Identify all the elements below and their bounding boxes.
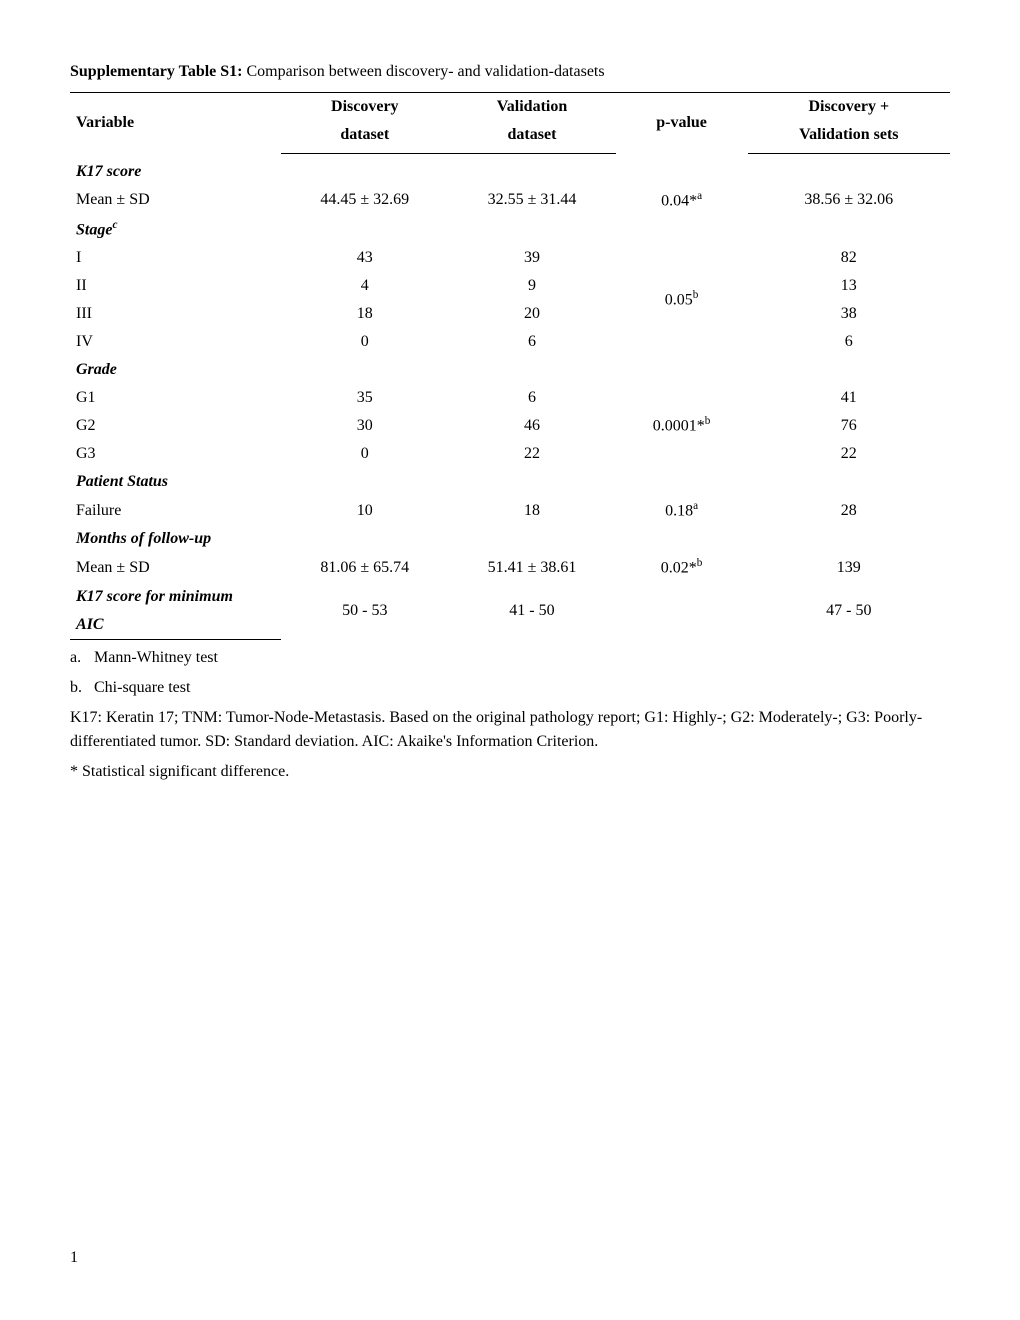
cell: 6	[748, 328, 950, 356]
table-row: III 18 20 38	[70, 300, 950, 328]
cell: 51.41 ± 38.61	[448, 553, 615, 582]
cell: 22	[448, 440, 615, 468]
cell: 10	[281, 496, 448, 525]
cell: 39	[448, 244, 615, 272]
footnote-a: a.Mann-Whitney test	[70, 646, 950, 670]
table-row: Grade	[70, 356, 950, 384]
table-row: II 4 9 13	[70, 272, 950, 300]
footnote-star: * Statistical significant difference.	[70, 760, 950, 784]
cell: 20	[448, 300, 615, 328]
table-row: Patient Status	[70, 468, 950, 496]
table-title: Supplementary Table S1: Comparison betwe…	[70, 60, 950, 84]
cell: 22	[748, 440, 950, 468]
title-bold: Supplementary Table S1:	[70, 63, 242, 80]
row-label: I	[70, 244, 281, 272]
cell: 28	[748, 496, 950, 525]
cell: 30	[281, 412, 448, 440]
cell: 0.05b	[616, 244, 748, 356]
cell: 38	[748, 300, 950, 328]
table-row: Mean ± SD 81.06 ± 65.74 51.41 ± 38.61 0.…	[70, 553, 950, 582]
cell: 0.0001*b	[616, 384, 748, 468]
cell: 0.04*a	[616, 186, 748, 215]
cell: 35	[281, 384, 448, 412]
section-aic-1: K17 score for minimum	[70, 583, 281, 611]
header-validation-1: Validation	[448, 93, 615, 122]
cell: 13	[748, 272, 950, 300]
cell: 0.02*b	[616, 553, 748, 582]
footnote-defs: K17: Keratin 17; TNM: Tumor-Node-Metasta…	[70, 706, 950, 754]
header-variable: Variable	[70, 93, 281, 154]
section-followup: Months of follow-up	[70, 525, 281, 553]
table-row: G1 35 6 0.0001*b 41	[70, 384, 950, 412]
table-row: IV 0 6 6	[70, 328, 950, 356]
table-row: G2 30 46 76	[70, 412, 950, 440]
cell: 50 - 53	[281, 583, 448, 640]
data-table: Variable Discovery Validation p-value Di…	[70, 92, 950, 640]
cell: 76	[748, 412, 950, 440]
section-stage: Stagec	[70, 215, 281, 244]
header-validation-2: dataset	[448, 121, 615, 154]
page-number: 1	[70, 1246, 78, 1270]
header-combined-1: Discovery +	[748, 93, 950, 122]
cell: 41 - 50	[448, 583, 615, 640]
row-label: G3	[70, 440, 281, 468]
table-row: K17 score for minimum 50 - 53 41 - 50 47…	[70, 583, 950, 611]
table-row: K17 score	[70, 154, 950, 186]
table-row: Mean ± SD 44.45 ± 32.69 32.55 ± 31.44 0.…	[70, 186, 950, 215]
row-label: Mean ± SD	[70, 553, 281, 582]
cell: 0	[281, 440, 448, 468]
table-row: Months of follow-up	[70, 525, 950, 553]
cell: 43	[281, 244, 448, 272]
title-rest: Comparison between discovery- and valida…	[242, 63, 604, 80]
cell: 0	[281, 328, 448, 356]
header-discovery-2: dataset	[281, 121, 448, 154]
footnotes: a.Mann-Whitney test b.Chi-square test K1…	[70, 646, 950, 784]
cell: 81.06 ± 65.74	[281, 553, 448, 582]
header-combined-2: Validation sets	[748, 121, 950, 154]
cell: 41	[748, 384, 950, 412]
row-label: Mean ± SD	[70, 186, 281, 215]
row-label: III	[70, 300, 281, 328]
row-label: Failure	[70, 496, 281, 525]
cell: 18	[448, 496, 615, 525]
cell: 47 - 50	[748, 583, 950, 640]
table-row: Stagec	[70, 215, 950, 244]
section-aic-2: AIC	[70, 611, 281, 640]
cell: 38.56 ± 32.06	[748, 186, 950, 215]
table-row: G3 0 22 22	[70, 440, 950, 468]
table-row: Failure 10 18 0.18a 28	[70, 496, 950, 525]
cell: 44.45 ± 32.69	[281, 186, 448, 215]
cell: 0.18a	[616, 496, 748, 525]
section-grade: Grade	[70, 356, 281, 384]
cell: 32.55 ± 31.44	[448, 186, 615, 215]
section-patient-status: Patient Status	[70, 468, 281, 496]
row-label: IV	[70, 328, 281, 356]
header-row-1: Variable Discovery Validation p-value Di…	[70, 93, 950, 122]
cell: 4	[281, 272, 448, 300]
cell: 6	[448, 384, 615, 412]
cell: 139	[748, 553, 950, 582]
header-pvalue: p-value	[616, 93, 748, 154]
cell: 18	[281, 300, 448, 328]
cell: 46	[448, 412, 615, 440]
table-row: I 43 39 0.05b 82	[70, 244, 950, 272]
section-k17score: K17 score	[70, 154, 281, 186]
cell: 9	[448, 272, 615, 300]
cell: 82	[748, 244, 950, 272]
row-label: G1	[70, 384, 281, 412]
row-label: II	[70, 272, 281, 300]
cell: 6	[448, 328, 615, 356]
footnote-b: b.Chi-square test	[70, 676, 950, 700]
row-label: G2	[70, 412, 281, 440]
header-discovery-1: Discovery	[281, 93, 448, 122]
